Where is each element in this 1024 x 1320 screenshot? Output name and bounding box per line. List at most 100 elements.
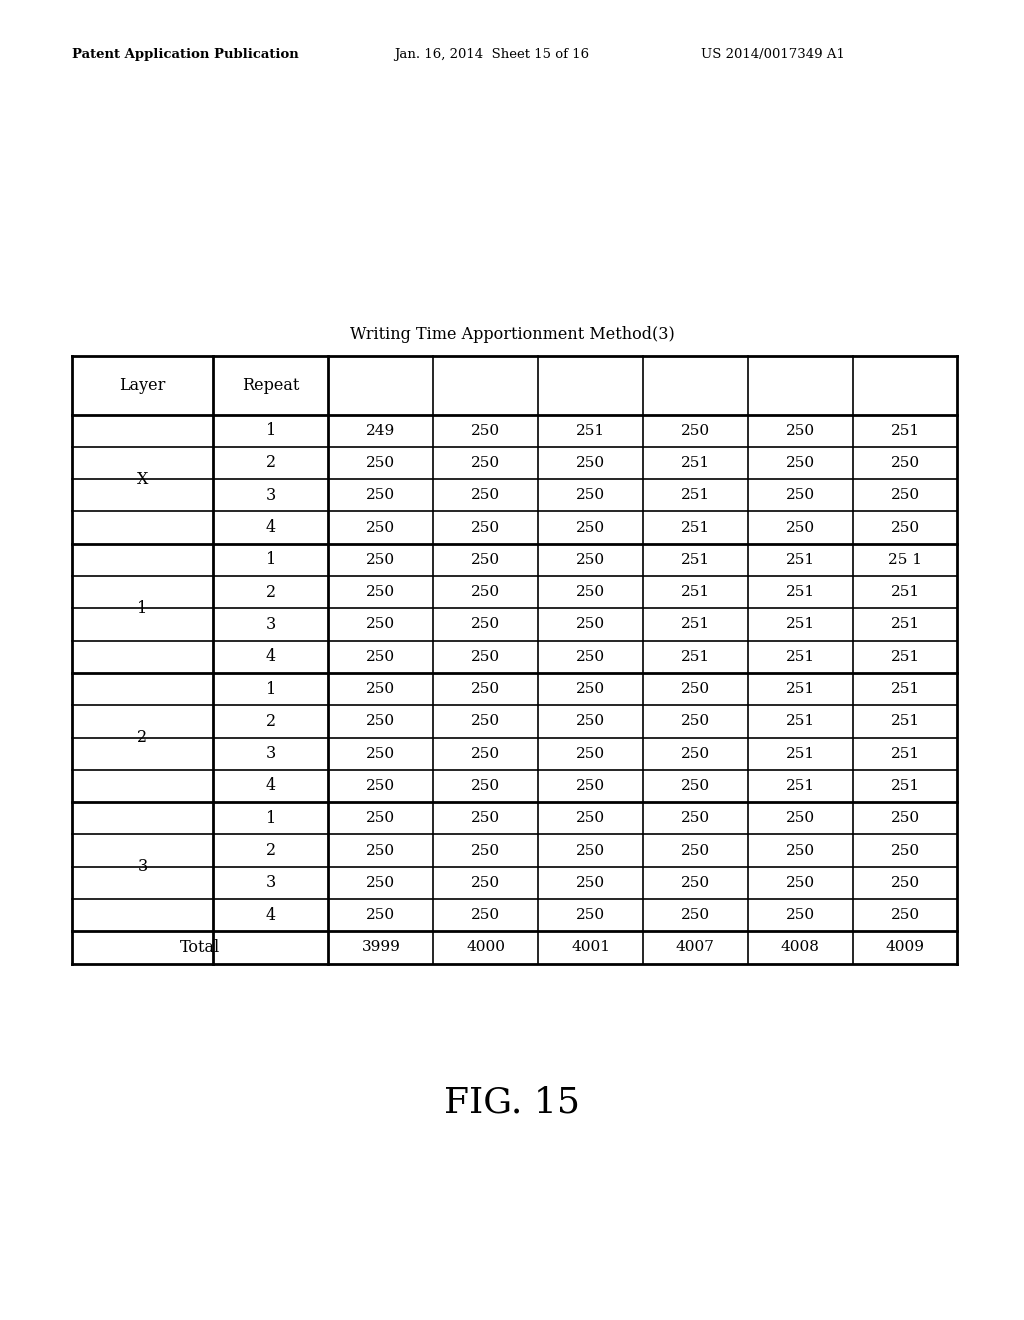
Text: 250: 250: [681, 843, 710, 858]
Text: 251: 251: [785, 682, 815, 696]
Text: 251: 251: [785, 649, 815, 664]
Text: 3: 3: [265, 616, 276, 634]
Text: 250: 250: [891, 908, 920, 923]
Text: 251: 251: [891, 618, 920, 631]
Text: US 2014/0017349 A1: US 2014/0017349 A1: [701, 48, 846, 61]
Text: 250: 250: [681, 747, 710, 760]
Text: 4007: 4007: [676, 940, 715, 954]
Text: 250: 250: [891, 876, 920, 890]
Text: 25 1: 25 1: [888, 553, 922, 566]
Text: 250: 250: [575, 908, 605, 923]
Text: 2: 2: [266, 842, 275, 859]
Text: 251: 251: [575, 424, 605, 438]
Text: 251: 251: [681, 618, 710, 631]
Text: 250: 250: [367, 876, 395, 890]
Text: 250: 250: [681, 424, 710, 438]
Text: 3: 3: [137, 858, 147, 875]
Text: 3999: 3999: [361, 940, 400, 954]
Text: 250: 250: [471, 553, 501, 566]
Text: 2: 2: [266, 454, 275, 471]
Text: 251: 251: [891, 424, 920, 438]
Text: 4: 4: [266, 777, 275, 795]
Text: 250: 250: [785, 812, 815, 825]
Text: 250: 250: [575, 488, 605, 503]
Text: 251: 251: [891, 779, 920, 793]
Text: 251: 251: [891, 747, 920, 760]
Text: 4000: 4000: [466, 940, 505, 954]
Text: X: X: [137, 471, 148, 487]
Text: Jan. 16, 2014  Sheet 15 of 16: Jan. 16, 2014 Sheet 15 of 16: [394, 48, 590, 61]
Text: 250: 250: [681, 682, 710, 696]
Text: 250: 250: [785, 843, 815, 858]
Text: 250: 250: [367, 812, 395, 825]
Text: 250: 250: [471, 488, 501, 503]
Text: 250: 250: [575, 843, 605, 858]
Text: 250: 250: [785, 908, 815, 923]
Text: 250: 250: [785, 424, 815, 438]
Text: Layer: Layer: [119, 378, 166, 393]
Text: 1: 1: [265, 681, 276, 697]
Text: 250: 250: [471, 714, 501, 729]
Text: 250: 250: [367, 553, 395, 566]
Text: 1: 1: [265, 422, 276, 440]
Text: 250: 250: [681, 876, 710, 890]
Text: 251: 251: [785, 618, 815, 631]
Text: 250: 250: [367, 618, 395, 631]
Text: 250: 250: [471, 779, 501, 793]
Text: 1: 1: [137, 599, 147, 616]
Text: 2: 2: [266, 713, 275, 730]
Text: 250: 250: [891, 520, 920, 535]
Text: 251: 251: [681, 520, 710, 535]
Text: 250: 250: [785, 876, 815, 890]
Text: 251: 251: [891, 649, 920, 664]
Text: 250: 250: [681, 908, 710, 923]
Text: 251: 251: [785, 553, 815, 566]
Text: 250: 250: [785, 520, 815, 535]
Text: 250: 250: [575, 618, 605, 631]
Text: 251: 251: [785, 714, 815, 729]
Text: 250: 250: [891, 843, 920, 858]
Text: 3: 3: [265, 487, 276, 504]
Text: 250: 250: [367, 488, 395, 503]
Text: 251: 251: [785, 585, 815, 599]
Text: 250: 250: [891, 455, 920, 470]
Text: 250: 250: [367, 682, 395, 696]
Text: 251: 251: [891, 714, 920, 729]
Text: 250: 250: [367, 455, 395, 470]
Text: 250: 250: [471, 455, 501, 470]
Text: 250: 250: [575, 520, 605, 535]
Text: 250: 250: [575, 747, 605, 760]
Text: 250: 250: [367, 779, 395, 793]
Text: 250: 250: [471, 424, 501, 438]
Text: 250: 250: [785, 488, 815, 503]
Text: 250: 250: [785, 455, 815, 470]
Text: 4001: 4001: [571, 940, 610, 954]
Text: 251: 251: [891, 682, 920, 696]
Text: FIG. 15: FIG. 15: [444, 1085, 580, 1119]
Text: 250: 250: [575, 455, 605, 470]
Text: 251: 251: [681, 488, 710, 503]
Text: 250: 250: [681, 812, 710, 825]
Text: 250: 250: [891, 812, 920, 825]
Text: 250: 250: [471, 908, 501, 923]
Text: 4009: 4009: [886, 940, 925, 954]
Text: Total: Total: [180, 939, 220, 956]
Text: Patent Application Publication: Patent Application Publication: [72, 48, 298, 61]
Text: 251: 251: [681, 553, 710, 566]
Text: 251: 251: [785, 779, 815, 793]
Text: 4: 4: [266, 519, 275, 536]
Text: 250: 250: [367, 585, 395, 599]
Text: 1: 1: [265, 809, 276, 826]
Text: 250: 250: [367, 714, 395, 729]
Text: 250: 250: [575, 585, 605, 599]
Text: 250: 250: [681, 714, 710, 729]
Text: 250: 250: [575, 553, 605, 566]
Text: 250: 250: [471, 618, 501, 631]
Text: 250: 250: [367, 520, 395, 535]
Text: 250: 250: [575, 876, 605, 890]
Text: 250: 250: [471, 520, 501, 535]
Text: 250: 250: [575, 649, 605, 664]
Text: 250: 250: [575, 682, 605, 696]
Text: 4: 4: [266, 907, 275, 924]
Text: 250: 250: [471, 682, 501, 696]
